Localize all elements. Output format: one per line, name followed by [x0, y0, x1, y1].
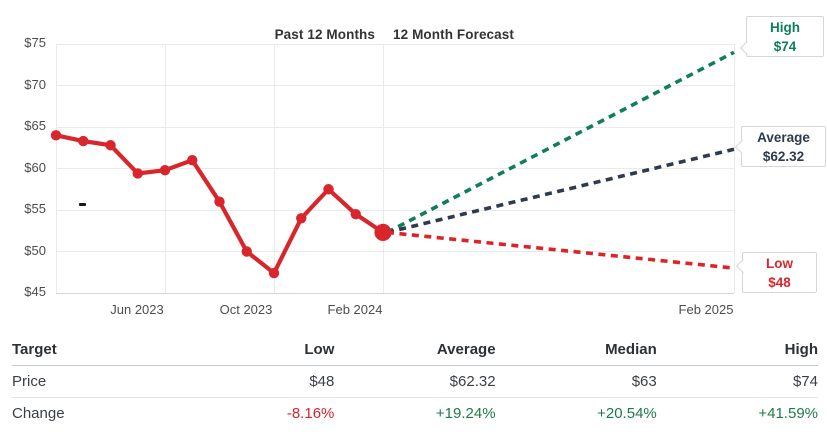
price-point: [296, 213, 307, 224]
price-point: [214, 196, 225, 207]
price-point: [105, 140, 116, 151]
y-tick-label: $45: [24, 284, 46, 299]
stray-mark-artifact: [79, 203, 86, 206]
low-callout-value: $48: [768, 275, 791, 290]
y-tick-label: $65: [24, 118, 46, 133]
high-forecast-callout: High $74: [746, 16, 824, 57]
y-tick-label: $60: [24, 159, 46, 175]
y-tick-label: $50: [24, 242, 46, 258]
y-tick-label: $70: [24, 76, 46, 92]
header-average: Average: [436, 341, 496, 358]
change-high: +41.59%: [758, 405, 818, 422]
y-gridline: [56, 292, 734, 294]
header-target: Target: [12, 341, 57, 358]
y-gridline: [56, 251, 734, 252]
price-median: $63: [631, 373, 657, 390]
forecast-chart: Past 12 Months 12 Month Forecast $75 $70 $…: [0, 0, 827, 332]
low-forecast-callout: Low $48: [742, 252, 817, 293]
table-header-row: Target Low Average Median High: [12, 334, 818, 366]
low-callout-title: Low: [766, 256, 793, 271]
table-row-change: Change -8.16% +19.24% +20.54% +41.59%: [12, 398, 818, 430]
price-point: [323, 184, 334, 195]
y-gridline: [56, 168, 734, 169]
price-point: [187, 155, 198, 166]
high-callout-value: $74: [773, 39, 797, 54]
change-median: +20.54%: [597, 405, 657, 422]
y-tick-label: $55: [24, 201, 46, 216]
price-point: [132, 168, 143, 179]
y-gridline: [56, 126, 734, 128]
past-period-label: Past 12 Months: [274, 27, 375, 42]
price-row-label: Price: [12, 373, 47, 390]
forecast-summary-table: Target Low Average Median High Price $48…: [12, 334, 818, 429]
x-gridline: [382, 44, 384, 293]
x-tick-label: Feb 2024: [327, 302, 383, 317]
average-forecast-callout: Average $62.32: [741, 126, 826, 167]
x-tick-label: Jun 2023: [110, 302, 164, 317]
price-point: [350, 208, 361, 220]
change-low: -8.16%: [286, 405, 335, 422]
x-tick-label: Feb 2025: [678, 302, 734, 317]
price-low: $48: [309, 373, 335, 390]
forecast-period-label: 12 Month Forecast: [393, 27, 514, 42]
y-tick-label: $75: [24, 35, 46, 50]
y-gridline: [56, 85, 734, 86]
change-average: +19.24%: [435, 405, 496, 422]
price-high: $74: [792, 373, 818, 390]
y-gridline: [56, 43, 734, 45]
header-low: Low: [304, 341, 335, 358]
average-forecast-line: [386, 147, 735, 235]
high-callout-title: High: [770, 20, 800, 35]
x-gridline: [733, 44, 735, 293]
header-median: Median: [605, 341, 657, 358]
price-point: [78, 135, 89, 147]
x-gridline: [273, 44, 275, 293]
change-row-label: Change: [12, 405, 65, 422]
average-callout-title: Average: [757, 130, 810, 145]
table-row-price: Price $48 $62.32 $63 $74: [12, 366, 818, 398]
average-callout-value: $62.32: [762, 149, 805, 164]
x-gridline: [164, 44, 166, 293]
high-forecast-line: [386, 50, 735, 235]
y-gridline: [56, 209, 734, 211]
x-gridline: [55, 44, 57, 293]
price-line-chart: [50, 50, 735, 279]
x-tick-label: Oct 2023: [219, 302, 273, 317]
price-average: $62.32: [449, 373, 496, 390]
header-high: High: [784, 341, 818, 358]
price-history-line: [53, 133, 386, 276]
